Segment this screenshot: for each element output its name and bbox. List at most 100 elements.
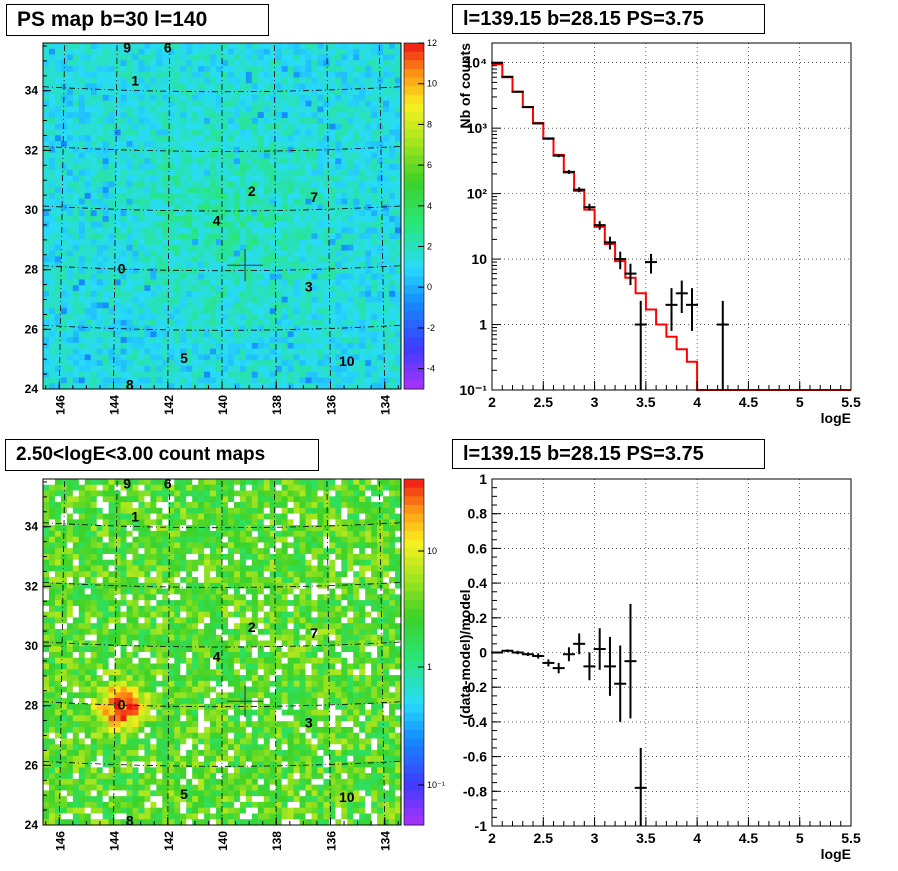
heatmap-cell [60, 83, 68, 90]
heatmap-cell [186, 221, 193, 228]
heatmap-cell [138, 479, 145, 486]
heatmap-cell [48, 582, 56, 589]
heatmap-cell [389, 54, 396, 61]
heatmap-cell [174, 319, 181, 326]
heatmap-cell [126, 308, 133, 315]
heatmap-cell [96, 112, 104, 119]
heatmap-cell [43, 106, 50, 113]
heatmap-cell [216, 250, 223, 257]
heatmap-cell [281, 83, 289, 90]
heatmap-cell [90, 778, 98, 786]
heatmap-cell [72, 646, 80, 653]
heatmap-cell [251, 285, 259, 292]
heatmap-cell [96, 66, 104, 73]
heatmap-cell [132, 732, 139, 739]
heatmap-cell [365, 94, 372, 102]
heatmap-cell [48, 807, 56, 814]
heatmap-cell [96, 628, 104, 636]
heatmap-cell [227, 314, 235, 321]
heatmap-cell [150, 484, 157, 491]
heatmap-cell [251, 146, 259, 153]
heatmap-cell [126, 761, 133, 768]
heatmap-cell [162, 204, 169, 211]
heatmap-cell [210, 302, 217, 309]
heatmap-cell [275, 117, 283, 125]
heatmap-cell [102, 204, 110, 211]
heatmap-cell [102, 89, 110, 96]
heatmap-cell [275, 204, 283, 211]
heatmap-cell [233, 233, 241, 240]
heatmap-cell [329, 181, 336, 188]
heatmap-cell [269, 325, 277, 332]
heatmap-cell [84, 325, 92, 332]
heatmap-cell [96, 141, 104, 148]
heatmap-cell [257, 250, 265, 257]
heatmap-cell [168, 192, 175, 200]
heatmap-cell [353, 239, 360, 246]
heatmap-cell [132, 256, 139, 263]
heatmap-cell [66, 617, 74, 624]
heatmap-cell [48, 657, 56, 664]
heatmap-cell [311, 273, 318, 280]
heatmap-cell [269, 337, 277, 344]
heatmap-cell [120, 94, 127, 102]
heatmap-cell [144, 60, 151, 67]
heatmap-cell [174, 89, 181, 96]
heatmap-cell [311, 135, 318, 142]
heatmap-cell [60, 530, 68, 538]
heatmap-cell [180, 112, 187, 119]
heatmap-cell [54, 100, 62, 107]
heatmap-cell [78, 738, 86, 745]
heatmap-cell [150, 342, 157, 350]
heatmap-cell [389, 296, 396, 303]
heatmap-cell [54, 383, 62, 390]
heatmap-cell [78, 94, 86, 102]
heatmap-cell [347, 77, 354, 84]
heatmap-cell [120, 290, 127, 298]
heatmap-cell [239, 279, 247, 286]
heatmap-cell [168, 187, 175, 194]
heatmap-cell [281, 187, 289, 194]
heatmap-cell [54, 577, 62, 584]
heatmap-cell [311, 221, 318, 228]
heatmap-cell [108, 519, 115, 526]
heatmap-cell [365, 233, 372, 240]
heatmap-cell [90, 89, 98, 96]
heatmap-cell [48, 348, 56, 355]
heatmap-cell [204, 244, 211, 251]
heatmap-cell [299, 302, 306, 309]
heatmap-cell [120, 308, 127, 315]
heatmap-cell [132, 542, 139, 549]
heatmap-cell [287, 383, 294, 390]
heatmap-cell [60, 600, 68, 607]
heatmap-cell [162, 479, 169, 486]
heatmap-cell [66, 192, 74, 200]
heatmap-cell [317, 158, 324, 165]
heatmap-cell [263, 308, 271, 315]
heatmap-cell [108, 348, 115, 355]
heatmap-cell [317, 354, 324, 361]
heatmap-cell [251, 175, 259, 182]
heatmap-cell [311, 141, 318, 148]
heatmap-cell [162, 548, 169, 555]
heatmap-cell [132, 325, 139, 332]
heatmap-cell [162, 302, 169, 309]
heatmap-cell [239, 66, 247, 73]
heatmap-cell [48, 141, 56, 148]
heatmap-cell [54, 571, 62, 578]
heatmap-cell [353, 141, 360, 148]
heatmap-cell [257, 256, 265, 263]
colorbar-segment [404, 207, 424, 217]
heatmap-cell [90, 490, 98, 497]
heatmap-cell [144, 123, 151, 130]
heatmap-cell [102, 66, 110, 73]
heatmap-cell [96, 377, 104, 384]
heatmap-cell [72, 175, 80, 182]
heatmap-cell [353, 365, 360, 373]
heatmap-cell [96, 732, 104, 739]
heatmap-cell [210, 210, 217, 217]
heatmap-cell [60, 383, 68, 390]
source-label: 2 [248, 183, 256, 199]
heatmap-cell [126, 296, 133, 303]
heatmap-cell [156, 129, 163, 136]
